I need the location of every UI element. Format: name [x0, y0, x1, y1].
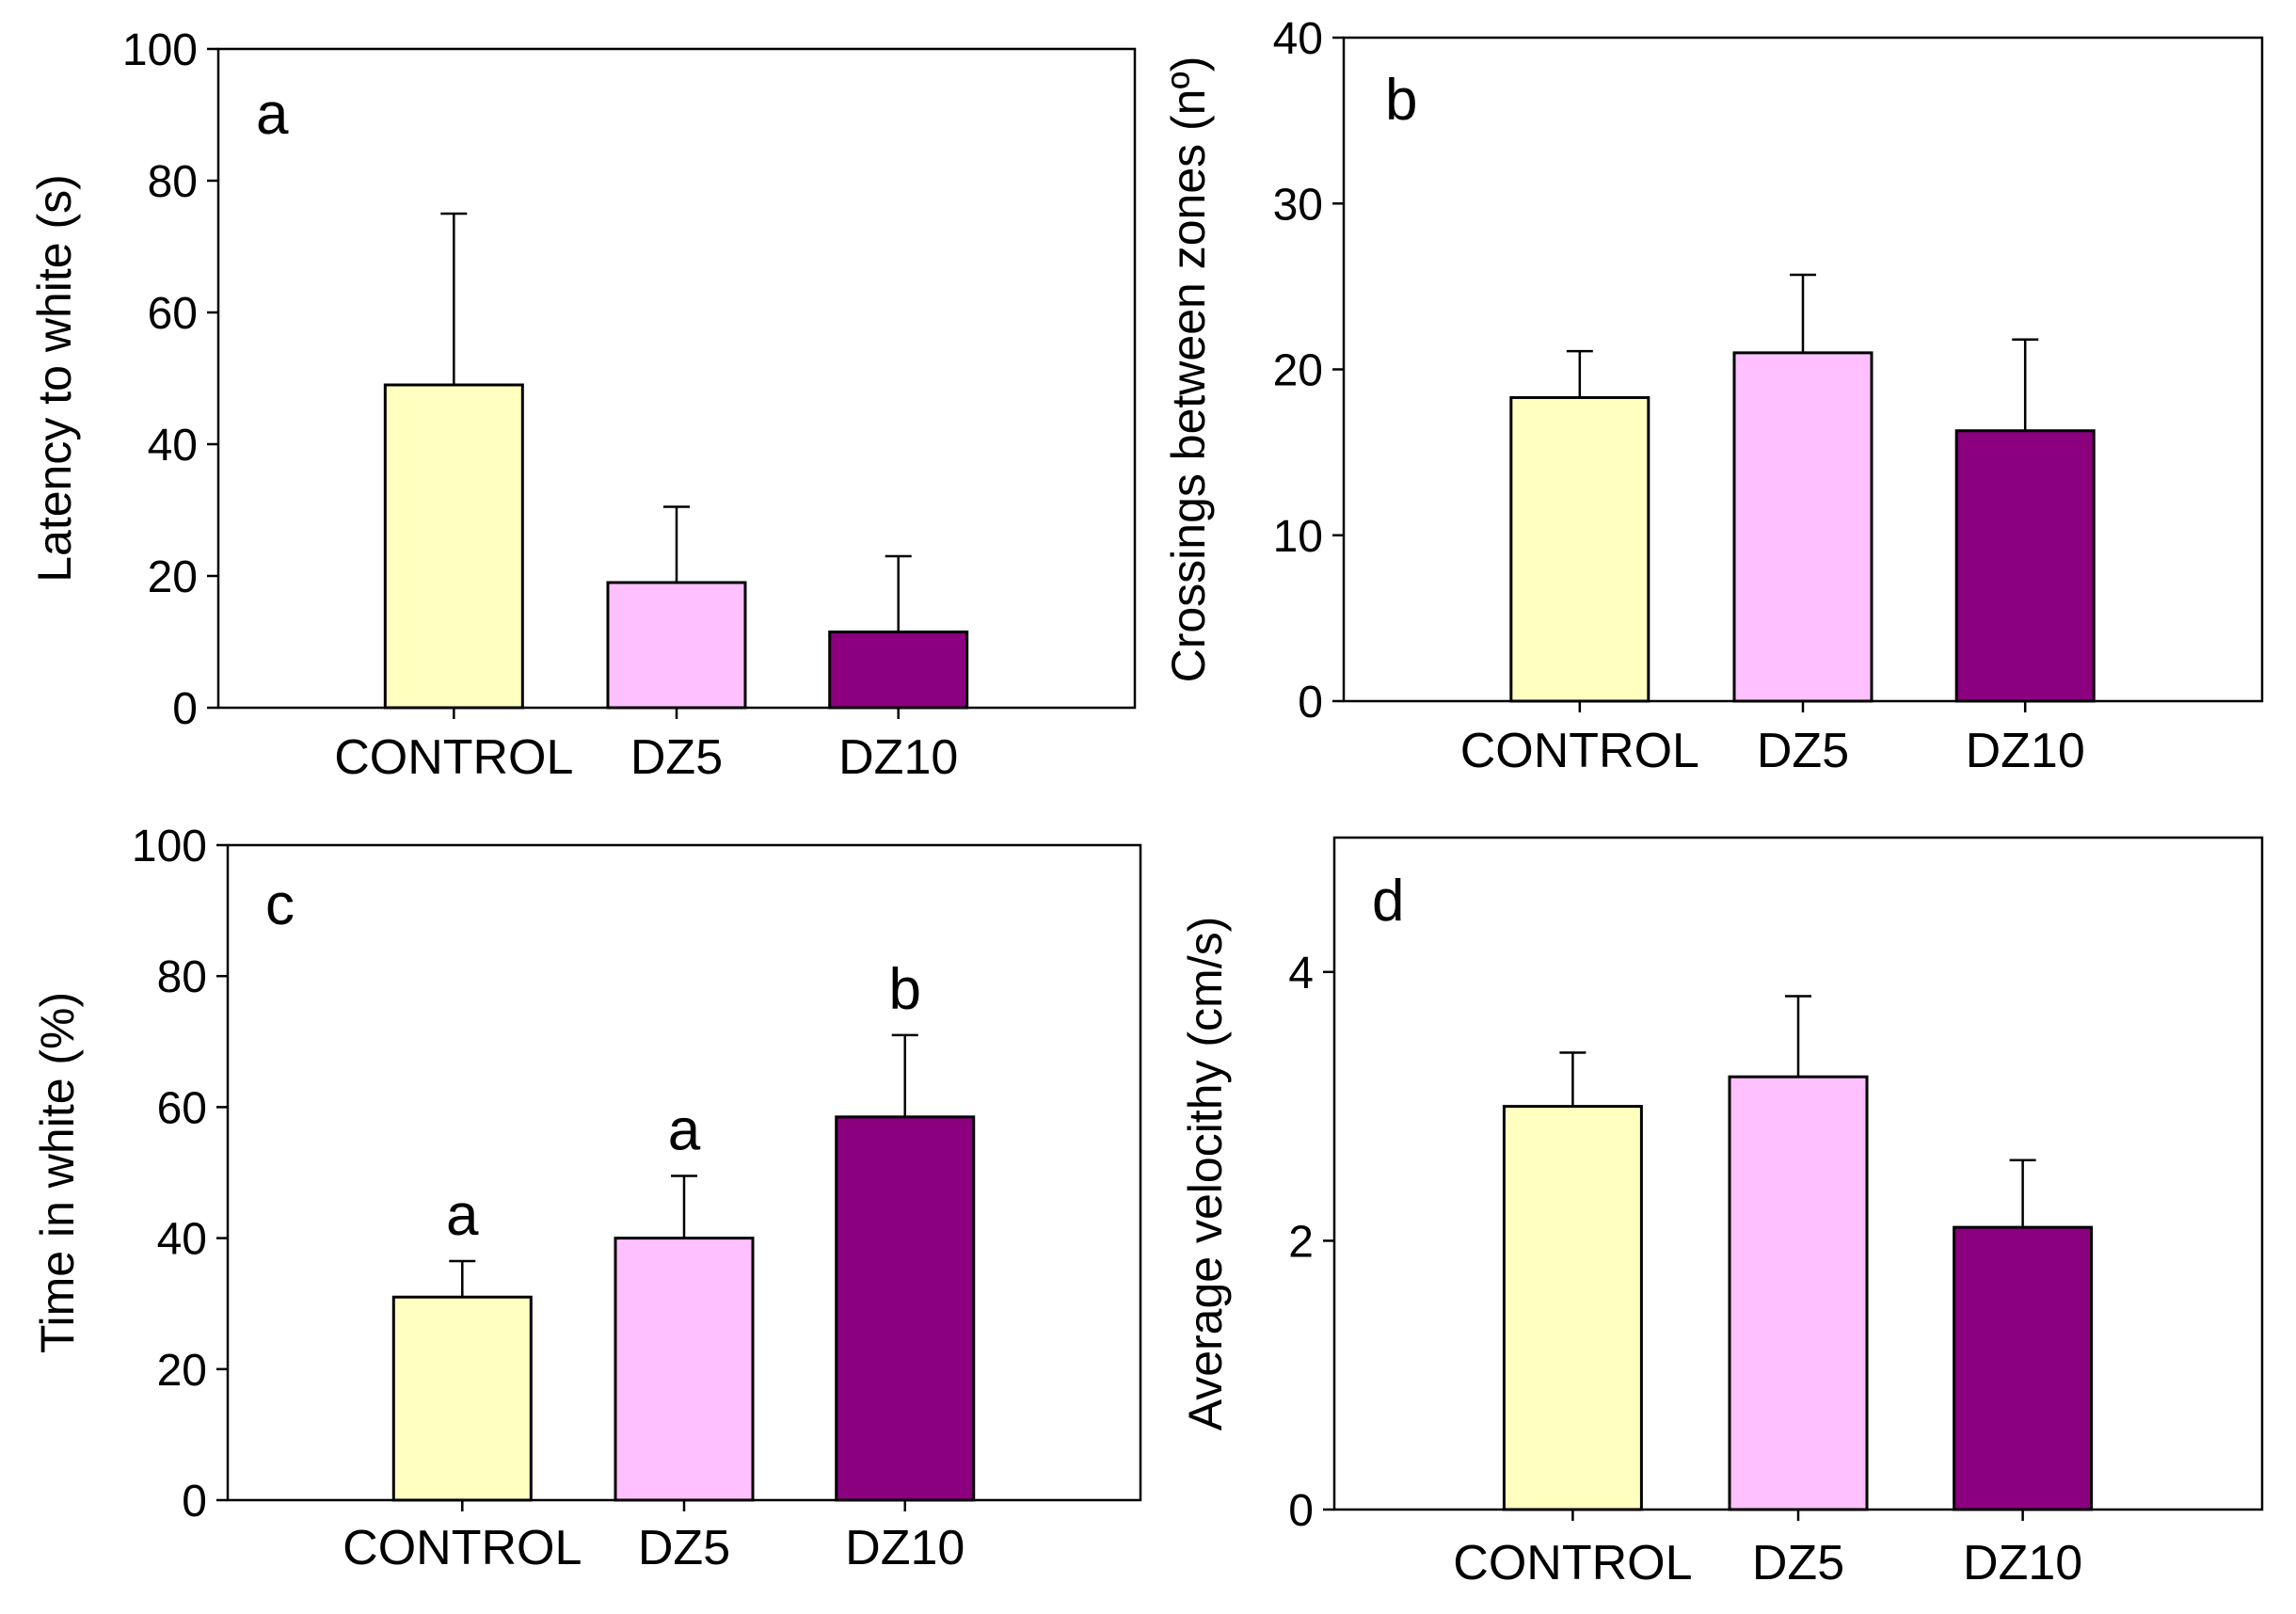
- bar-dz5: [1728, 1075, 1869, 1511]
- y-tick-label: 80: [157, 952, 207, 1002]
- x-tick-label: DZ10: [845, 1521, 965, 1575]
- y-tick-label: 20: [148, 552, 198, 602]
- x-tick-label: DZ10: [838, 730, 958, 785]
- significance-label: a: [668, 1097, 701, 1162]
- x-tick-label: DZ5: [630, 730, 723, 785]
- y-tick-label: 20: [1273, 346, 1323, 396]
- panel-letter: c: [265, 872, 295, 937]
- y-tick-label: 40: [148, 421, 198, 471]
- significance-label: b: [888, 957, 920, 1022]
- y-tick-label: 10: [1273, 512, 1323, 562]
- y-tick-label: 80: [148, 157, 198, 207]
- y-tick-label: 0: [172, 684, 198, 734]
- panel-c: 0 20 40 60 80 100 Time in white (%) c CONTROL a DZ…: [31, 822, 1142, 1575]
- y-tick-label: 0: [1288, 1486, 1314, 1536]
- y-axis-label: Crossings between zones (nº): [1162, 56, 1215, 683]
- panel-letter: b: [1385, 68, 1417, 133]
- y-tick-label: 100: [122, 25, 198, 75]
- x-tick-label: DZ5: [1757, 724, 1849, 778]
- bar-dz10: [828, 631, 969, 710]
- y-tick-label: 0: [1298, 678, 1323, 727]
- bar-control: [1502, 1105, 1643, 1511]
- bar-control: [1509, 395, 1650, 703]
- panel-b: 0 10 20 30 40 Crossings between zones (nº) b CO…: [1162, 14, 2264, 778]
- x-tick-label: DZ5: [638, 1521, 730, 1575]
- y-tick-label: 100: [132, 822, 207, 871]
- y-tick-label: 2: [1288, 1217, 1314, 1267]
- x-tick-label: CONTROL: [1460, 724, 1699, 778]
- y-tick-label: 40: [1273, 14, 1323, 64]
- panel-d: 0 2 4 Average velocithy (cm/s) d CONTROL DZ5 DZ…: [1179, 836, 2264, 1590]
- bar-dz10: [1953, 1225, 2094, 1511]
- panel-a: 0 20 40 60 80 100 Latency to white (s) a CONTROL…: [28, 25, 1137, 785]
- bar-dz5: [1732, 351, 1873, 703]
- bar-dz5: [606, 581, 747, 710]
- y-axis-label: Average velocithy (cm/s): [1179, 917, 1232, 1430]
- bar-control: [383, 383, 524, 710]
- y-tick-label: 20: [157, 1346, 207, 1396]
- x-tick-label: CONTROL: [334, 730, 573, 785]
- y-tick-label: 60: [148, 289, 198, 339]
- bar-dz5: [614, 1237, 755, 1502]
- y-tick-label: 0: [182, 1477, 207, 1526]
- y-tick-label: 40: [157, 1215, 207, 1265]
- bar-control: [391, 1295, 533, 1502]
- y-tick-label: 4: [1288, 949, 1314, 999]
- bar-dz10: [835, 1115, 976, 1502]
- x-tick-label: DZ10: [1966, 724, 2085, 778]
- y-axis-label: Time in white (%): [31, 992, 84, 1353]
- bar-dz10: [1954, 429, 2096, 703]
- x-tick-label: CONTROL: [1453, 1536, 1692, 1590]
- x-tick-label: CONTROL: [343, 1521, 582, 1575]
- panel-letter: d: [1372, 869, 1404, 934]
- y-tick-label: 30: [1273, 180, 1323, 230]
- y-tick-label: 60: [157, 1083, 207, 1133]
- panel-letter: a: [256, 82, 289, 147]
- significance-label: a: [446, 1183, 479, 1248]
- y-axis-label: Latency to white (s): [28, 174, 81, 583]
- x-tick-label: DZ10: [1963, 1536, 2082, 1590]
- x-tick-label: DZ5: [1752, 1536, 1844, 1590]
